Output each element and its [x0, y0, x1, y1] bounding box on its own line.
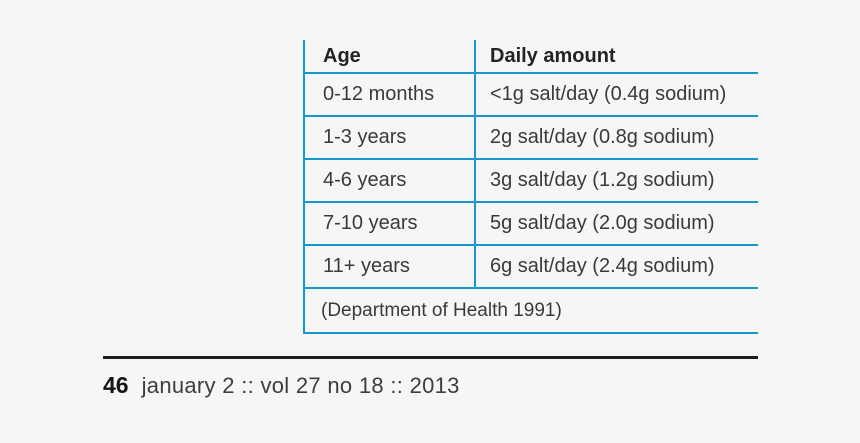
table-source-row: (Department of Health 1991) [305, 289, 758, 334]
age-column-header: Age [323, 44, 361, 67]
age-cell: 1-3 years [323, 126, 407, 148]
table-row: 11+ years 6g salt/day (2.4g sodium) [305, 246, 758, 289]
page-footer: 46 january 2 :: vol 27 no 18 :: 2013 [103, 372, 460, 399]
age-cell: 11+ years [323, 255, 410, 277]
amount-cell: 6g salt/day (2.4g sodium) [474, 246, 758, 287]
table-row: 1-3 years 2g salt/day (0.8g sodium) [305, 117, 758, 160]
age-cell: 4-6 years [323, 169, 407, 191]
table-row: 4-6 years 3g salt/day (1.2g sodium) [305, 160, 758, 203]
issue-info: january 2 :: vol 27 no 18 :: 2013 [141, 373, 460, 398]
salt-intake-table: Age Daily amount 0-12 months <1g salt/da… [303, 40, 758, 334]
age-cell: 0-12 months [323, 83, 435, 105]
table-header-row: Age Daily amount [305, 40, 758, 74]
amount-cell: <1g salt/day (0.4g sodium) [474, 74, 758, 115]
daily-amount-column-header: Daily amount [474, 40, 758, 72]
source-note: (Department of Health 1991) [321, 299, 562, 321]
amount-cell: 2g salt/day (0.8g sodium) [474, 117, 758, 158]
footer-rule [103, 356, 758, 359]
table-row: 0-12 months <1g salt/day (0.4g sodium) [305, 74, 758, 117]
amount-cell: 3g salt/day (1.2g sodium) [474, 160, 758, 201]
page-number: 46 [103, 372, 129, 398]
amount-cell: 5g salt/day (2.0g sodium) [474, 203, 758, 244]
table-row: 7-10 years 5g salt/day (2.0g sodium) [305, 203, 758, 246]
age-cell: 7-10 years [323, 212, 418, 234]
